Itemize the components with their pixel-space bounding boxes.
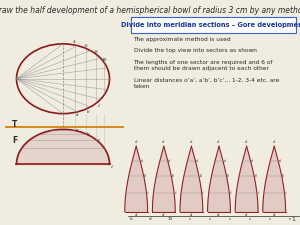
Text: b': b' xyxy=(200,174,202,178)
Text: a': a' xyxy=(134,213,138,217)
Text: a': a' xyxy=(141,159,143,163)
Text: c': c' xyxy=(98,104,100,108)
Text: a': a' xyxy=(217,213,221,217)
Text: a': a' xyxy=(272,213,276,217)
Text: a': a' xyxy=(224,159,226,163)
Text: Linear distances o’a’, a’b’, b’c’,.. 1-2, 3-4 etc. are
taken: Linear distances o’a’, a’b’, b’c’,.. 1-2… xyxy=(134,78,279,89)
Text: b: b xyxy=(87,132,90,136)
Text: a': a' xyxy=(168,159,171,163)
Text: b': b' xyxy=(255,174,257,178)
Text: a': a' xyxy=(76,113,79,117)
Text: c: c xyxy=(288,217,291,221)
Text: b': b' xyxy=(227,174,230,178)
Text: a': a' xyxy=(190,213,193,217)
Text: c: c xyxy=(229,217,231,221)
Text: b': b' xyxy=(172,174,175,178)
Text: c: c xyxy=(98,138,100,142)
Polygon shape xyxy=(180,146,203,212)
Text: c': c' xyxy=(202,191,205,195)
Text: a': a' xyxy=(196,159,199,163)
Text: T: T xyxy=(12,120,17,129)
Text: c: c xyxy=(249,217,251,221)
Text: a': a' xyxy=(245,213,248,217)
Text: c': c' xyxy=(110,165,114,169)
Text: o': o' xyxy=(272,140,276,144)
Text: c': c' xyxy=(147,191,150,195)
Text: Divide into meridian sections – Gore development: Divide into meridian sections – Gore dev… xyxy=(121,22,300,28)
Text: 10: 10 xyxy=(168,217,173,221)
Polygon shape xyxy=(152,146,175,212)
Text: b': b' xyxy=(144,174,147,178)
Text: The approximate method is used: The approximate method is used xyxy=(134,37,231,42)
Text: Draw the half development of a hemispherical bowl of radius 3 cm by any method: Draw the half development of a hemispher… xyxy=(0,6,300,15)
Text: 10: 10 xyxy=(101,58,107,61)
Text: a': a' xyxy=(279,159,281,163)
Polygon shape xyxy=(263,146,286,212)
Text: a': a' xyxy=(162,213,166,217)
Text: 4: 4 xyxy=(73,40,76,44)
Text: c': c' xyxy=(230,191,232,195)
Text: c': c' xyxy=(258,191,260,195)
Text: b: b xyxy=(129,217,132,221)
Polygon shape xyxy=(235,146,258,212)
Text: F: F xyxy=(12,136,17,145)
Text: a': a' xyxy=(251,159,254,163)
Text: o': o' xyxy=(134,140,138,144)
Text: 1: 1 xyxy=(292,217,295,222)
Text: c': c' xyxy=(175,191,177,195)
Polygon shape xyxy=(125,146,148,212)
Text: d: d xyxy=(149,217,152,221)
Text: c: c xyxy=(268,217,271,221)
Text: a: a xyxy=(76,128,78,133)
Text: o': o' xyxy=(162,140,166,144)
Text: o': o' xyxy=(190,140,193,144)
Text: c: c xyxy=(189,217,191,221)
Text: 6: 6 xyxy=(85,44,88,48)
FancyBboxPatch shape xyxy=(131,17,296,33)
Text: 8: 8 xyxy=(95,50,98,54)
Text: The lengths of one sector are required and 6 of
them should be drawn adjacent to: The lengths of one sector are required a… xyxy=(134,60,273,71)
Polygon shape xyxy=(208,146,230,212)
Text: Divide the top view into sectors as shown: Divide the top view into sectors as show… xyxy=(134,48,256,53)
Text: c: c xyxy=(209,217,211,221)
Text: o': o' xyxy=(217,140,221,144)
Text: o': o' xyxy=(245,140,248,144)
Text: b': b' xyxy=(282,174,285,178)
Text: c': c' xyxy=(285,191,288,195)
Text: b': b' xyxy=(87,110,91,114)
